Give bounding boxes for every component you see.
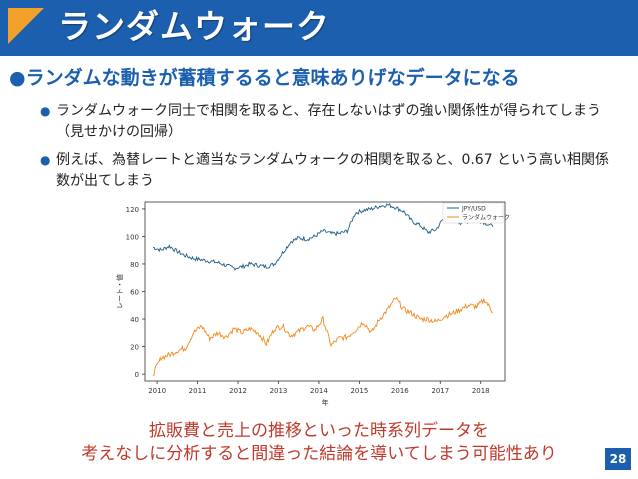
lead-statement: ●ランダムな動きが蓄積するると意味ありげなデータになる [9,64,520,92]
x-tick-label: 2018 [472,387,490,395]
line-chart: 0 20 40 60 80 100 120 2010 2011 2012 2013 2014 2015 2… [110,196,515,414]
x-axis-label: 年 [322,398,329,407]
bullet-item: ● ランダムウォーク同士で相関を取ると、存在しないはずの強い関係性が得られてしま… [40,101,616,143]
lead-text: ランダムな動きが蓄積するると意味ありげなデータになる [25,67,520,89]
y-tick-label: 120 [126,206,139,214]
chart-svg: 0 20 40 60 80 100 120 2010 2011 2012 2013 2014 2015 2… [115,201,510,407]
bullet-dot-icon: ● [9,67,26,89]
y-tick-label: 80 [130,261,139,269]
legend-label: ランダムウォーク [462,214,510,222]
y-tick-label: 100 [126,233,139,241]
x-tick-label: 2012 [229,387,247,395]
y-tick-label: 20 [130,344,139,352]
bullet-text: ランダムウォーク同士で相関を取ると、存在しないはずの強い関係性が得られてしまう（… [56,103,602,140]
title-accent-triangle [8,8,44,44]
legend-label: JPY/USD [461,206,486,213]
slide-title: ランダムウォーク [58,7,330,46]
x-tick-label: 2011 [189,387,207,395]
y-tick-label: 60 [130,289,139,297]
title-bar: ランダムウォーク [0,0,638,56]
bullet-text: 例えば、為替レートと適当なランダムウォークの相関を取ると、0.67 という高い相… [56,152,610,189]
y-tick-label: 40 [130,316,139,324]
x-tick-label: 2015 [350,387,368,395]
y-axis-label: レート・値 [115,274,124,309]
plot-frame [144,201,506,382]
x-tick-label: 2014 [310,387,328,395]
page-number: 28 [605,448,631,470]
x-tick-label: 2017 [431,387,449,395]
series-line [152,296,494,377]
bullet-dot-icon: ● [40,104,51,118]
series-line [153,202,494,271]
x-tick-label: 2013 [270,387,288,395]
conclusion-line: 拡販費と売上の推移といった時系列データを [149,421,489,441]
x-tick-label: 2010 [148,387,166,395]
bullet-item: ● 例えば、為替レートと適当なランダムウォークの相関を取ると、0.67 という高… [40,150,616,192]
x-tick-label: 2016 [391,387,409,395]
bullet-dot-icon: ● [40,153,51,167]
y-tick-label: 0 [135,371,139,379]
conclusion-line: 考えなしに分析すると間違った結論を導いてしまう可能性あり [81,444,557,464]
